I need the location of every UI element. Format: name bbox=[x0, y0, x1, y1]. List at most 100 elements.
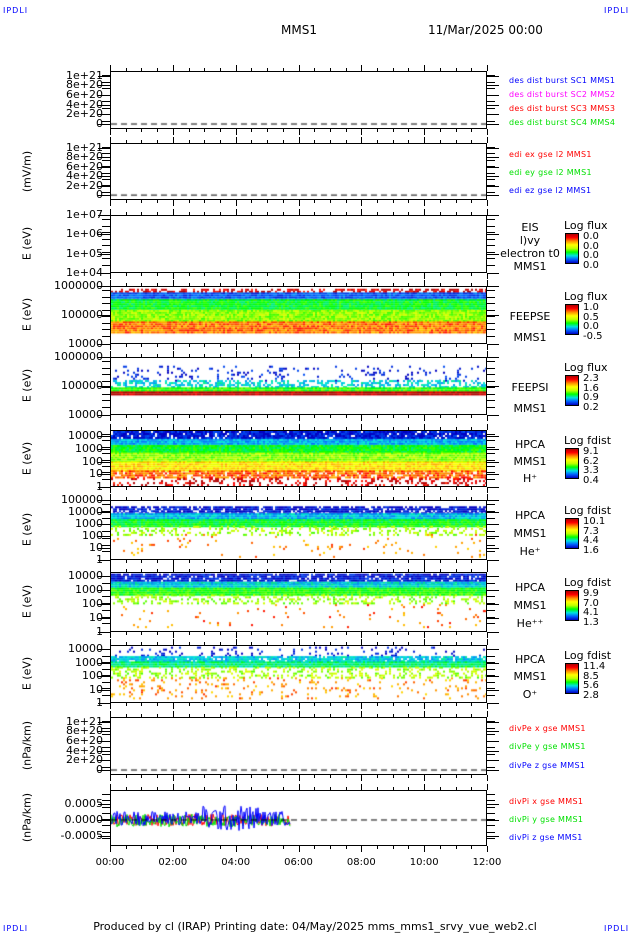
x-tick-mark bbox=[110, 632, 111, 638]
panel-hpca-he1 bbox=[110, 500, 487, 560]
corner-label-bottom-left: IPDLI bbox=[3, 924, 29, 933]
y-tick-mark bbox=[487, 663, 499, 664]
x-tick-mark bbox=[283, 714, 284, 717]
x-tick-mark bbox=[440, 140, 441, 143]
x-tick-mark bbox=[424, 424, 425, 430]
x-tick-mark bbox=[283, 140, 284, 143]
x-tick-mark bbox=[361, 846, 362, 852]
y-tick-mark bbox=[98, 386, 110, 387]
y-minor-tick bbox=[102, 518, 110, 519]
x-tick-mark bbox=[173, 200, 174, 206]
x-tick-mark bbox=[314, 129, 315, 132]
x-tick-mark bbox=[314, 415, 315, 418]
y-tick-label: 0 bbox=[13, 764, 103, 775]
y-tick-mark bbox=[487, 76, 499, 77]
x-tick-mark bbox=[267, 354, 268, 357]
y-minor-tick bbox=[487, 504, 495, 505]
y-minor-tick bbox=[487, 453, 495, 454]
y-tick-label: 4e+20 bbox=[66, 97, 103, 111]
y-minor-tick bbox=[102, 760, 110, 761]
x-tick-mark bbox=[456, 497, 457, 500]
x-tick-mark bbox=[299, 632, 300, 638]
x-tick-mark bbox=[487, 703, 488, 709]
x-tick-mark bbox=[141, 283, 142, 286]
y-tick-mark bbox=[98, 148, 110, 149]
x-tick-mark bbox=[440, 129, 441, 132]
y-tick-mark bbox=[487, 487, 499, 488]
x-tick-mark bbox=[189, 415, 190, 418]
x-tick-mark bbox=[456, 703, 457, 706]
y-tick-mark bbox=[98, 167, 110, 168]
x-tick-mark bbox=[346, 129, 347, 132]
y-tick-label: 0.0005 bbox=[64, 796, 104, 810]
y-minor-tick bbox=[487, 387, 495, 388]
x-tick-mark bbox=[189, 129, 190, 132]
colorbar-title: Log flux bbox=[564, 290, 608, 303]
x-tick-mark bbox=[299, 65, 300, 71]
x-tick-mark bbox=[267, 415, 268, 418]
x-tick-mark bbox=[251, 487, 252, 490]
x-tick-mark bbox=[456, 200, 457, 203]
x-tick-mark bbox=[251, 787, 252, 790]
plot-date: 11/Mar/2025 00:00 bbox=[428, 23, 543, 37]
y-minor-tick bbox=[487, 147, 495, 148]
x-tick-mark bbox=[251, 415, 252, 418]
x-tick-mark bbox=[361, 344, 362, 350]
y-tick-label: 1e+06 bbox=[66, 227, 103, 241]
y-tick-mark bbox=[98, 604, 110, 605]
y-minor-tick bbox=[102, 832, 110, 833]
x-tick-mark bbox=[204, 632, 205, 635]
x-tick-mark bbox=[393, 354, 394, 357]
corner-label-bottom-right: IPDLI bbox=[604, 924, 630, 933]
panel-divpe bbox=[110, 717, 487, 775]
x-tick-mark bbox=[330, 642, 331, 645]
y-minor-tick bbox=[102, 583, 110, 584]
x-tick-mark bbox=[283, 787, 284, 790]
x-tick-mark bbox=[173, 566, 174, 572]
x-tick-mark bbox=[220, 273, 221, 276]
x-tick-mark bbox=[157, 642, 158, 645]
x-tick-mark bbox=[236, 129, 237, 135]
x-tick-mark bbox=[346, 283, 347, 286]
y-minor-tick bbox=[102, 610, 110, 611]
x-tick-label: 10:00 bbox=[409, 857, 439, 868]
y-minor-tick bbox=[487, 662, 495, 663]
colorbar-label: 7.0 bbox=[583, 597, 599, 609]
x-tick-mark bbox=[346, 140, 347, 143]
x-tick-mark bbox=[173, 415, 174, 421]
y-minor-tick bbox=[487, 603, 495, 604]
x-tick-mark bbox=[126, 787, 127, 790]
x-tick-mark bbox=[393, 427, 394, 430]
x-tick-mark bbox=[126, 560, 127, 563]
x-tick-mark bbox=[393, 846, 394, 849]
x-tick-mark bbox=[361, 137, 362, 143]
x-tick-mark bbox=[377, 569, 378, 572]
x-tick-mark bbox=[141, 129, 142, 132]
x-tick-mark bbox=[126, 283, 127, 286]
x-tick-mark bbox=[220, 497, 221, 500]
y-tick-mark bbox=[487, 804, 499, 805]
y-minor-tick bbox=[487, 479, 495, 480]
x-tick-mark bbox=[236, 487, 237, 493]
x-tick-mark bbox=[408, 569, 409, 572]
y-tick-mark bbox=[98, 124, 110, 125]
y-minor-tick bbox=[102, 95, 110, 96]
x-tick-mark bbox=[157, 560, 158, 563]
x-tick-mark bbox=[157, 569, 158, 572]
y-minor-tick bbox=[487, 649, 495, 650]
x-tick-mark bbox=[393, 129, 394, 132]
y-minor-tick bbox=[102, 504, 110, 505]
y-minor-tick bbox=[487, 472, 495, 473]
x-tick-mark bbox=[346, 703, 347, 706]
x-tick-mark bbox=[251, 497, 252, 500]
x-tick-mark bbox=[456, 787, 457, 790]
x-tick-mark bbox=[440, 632, 441, 635]
x-tick-mark bbox=[424, 280, 425, 286]
x-tick-mark bbox=[204, 487, 205, 490]
y-tick-mark bbox=[487, 105, 499, 106]
x-tick-mark bbox=[299, 280, 300, 286]
x-tick-mark bbox=[456, 642, 457, 645]
panel-des-dist bbox=[110, 71, 487, 129]
y-tick-mark bbox=[98, 254, 110, 255]
x-tick-mark bbox=[346, 354, 347, 357]
